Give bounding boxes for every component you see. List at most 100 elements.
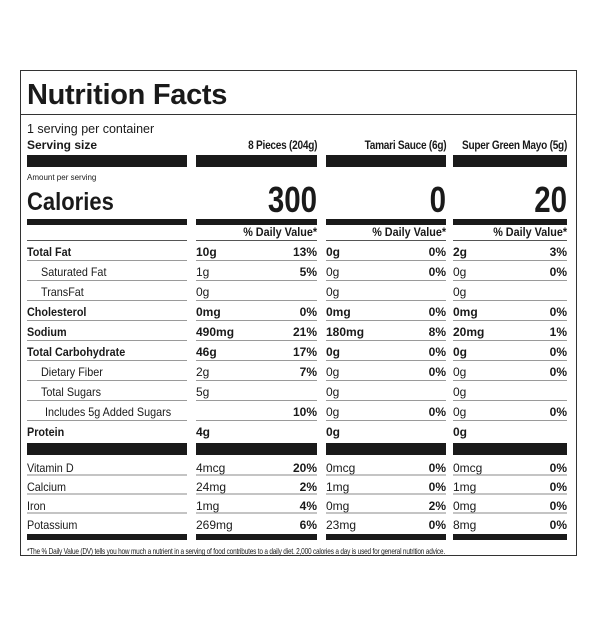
daily-value-percent: 21% — [292, 325, 317, 339]
nutrient-cell: 2g 7% — [196, 361, 317, 381]
nutrient-cell: 0g 0% — [326, 361, 446, 381]
nutrient-cell: 0g — [326, 381, 446, 401]
daily-value-percent: 0% — [549, 405, 567, 419]
nutrient-name: Sodium — [27, 325, 67, 339]
nutrient-label: Includes 5g Added Sugars — [27, 401, 187, 421]
daily-value-percent: 0% — [428, 365, 446, 379]
divider — [21, 114, 576, 115]
nutrient-cell: 4g — [196, 421, 317, 441]
nutrient-row: Saturated Fat 1g 5% 0g 0% 0g 0% — [27, 261, 567, 281]
nutrient-label: Dietary Fiber — [27, 361, 187, 381]
nutrient-amount: 24mg — [196, 480, 227, 494]
nutrient-cell: 0mg 0% — [453, 301, 567, 321]
nutrient-label: Potassium — [27, 514, 187, 533]
nutrient-row: Iron 1mg 4% 0mg 2% 0mg 0% — [27, 495, 567, 514]
nutrient-amount: 0mg — [196, 305, 221, 319]
nutrient-amount: 269mg — [196, 518, 233, 532]
nutrient-amount: 0g — [453, 425, 468, 439]
daily-value-percent: 0% — [428, 480, 446, 494]
daily-value-percent: 0% — [428, 245, 446, 259]
nutrient-name: Protein — [27, 425, 65, 439]
column-header-cell: Super Green Mayo (5g) — [453, 137, 567, 154]
nutrient-amount: 0g — [453, 385, 467, 399]
daily-value-percent: 0% — [428, 345, 446, 359]
nutrient-cell: 0g 0% — [326, 341, 446, 361]
daily-value-percent: 0% — [299, 305, 317, 319]
nutrient-amount: 8mg — [453, 518, 477, 532]
nutrient-label: Saturated Fat — [27, 261, 187, 281]
nutrient-cell: 0g — [453, 421, 567, 441]
nutrient-cell: 490mg 21% — [196, 321, 317, 341]
daily-value-percent: 17% — [292, 345, 317, 359]
nutrient-row: Cholesterol 0mg 0% 0mg 0% 0mg 0% — [27, 301, 567, 321]
daily-value-header-row: % Daily Value* % Daily Value* % Daily Va… — [27, 225, 567, 241]
nutrient-name: Total Sugars — [41, 385, 102, 399]
nutrient-cell: 0g 0% — [453, 401, 567, 421]
daily-value-percent: 13% — [292, 245, 317, 259]
amount-per-serving: Amount per serving — [27, 173, 97, 182]
thick-divider — [27, 155, 567, 167]
nutrient-cell: 0g 0% — [326, 401, 446, 421]
nutrient-amount: 1mg — [196, 499, 220, 513]
nutrient-name: Cholesterol — [27, 305, 87, 319]
nutrient-cell: 0mg 2% — [326, 495, 446, 514]
nutrient-label: Vitamin D — [27, 457, 187, 476]
thick-divider — [27, 443, 567, 455]
daily-value-percent: 0% — [428, 265, 446, 279]
nutrient-name: Vitamin D — [27, 461, 74, 475]
daily-value-percent: 0% — [549, 480, 567, 494]
nutrient-amount: 0mcg — [326, 461, 356, 475]
nutrient-cell: 0mg 0% — [196, 301, 317, 321]
nutrient-name: Potassium — [27, 518, 78, 532]
daily-value-percent: 0% — [549, 365, 567, 379]
nutrient-cell: 0g — [196, 281, 317, 301]
daily-value-percent: 0% — [428, 305, 446, 319]
nutrient-name: Dietary Fiber — [41, 365, 103, 379]
vitamin-list: Vitamin D 4mcg 20% 0mcg 0% 0mcg 0% Calcium 24mg 2… — [27, 457, 567, 533]
nutrient-amount: 0mcg — [453, 461, 483, 475]
nutrient-label: Iron — [27, 495, 187, 514]
nutrient-cell: 0mg 0% — [326, 301, 446, 321]
nutrient-cell: 0mg 0% — [453, 495, 567, 514]
nutrient-amount: 0mg — [326, 499, 350, 513]
nutrient-name: Includes 5g Added Sugars — [45, 405, 172, 419]
nutrient-cell: 1mg 0% — [326, 476, 446, 495]
daily-value-percent: 7% — [299, 365, 317, 379]
footnote-row: *The % Daily Value (DV) tells you how mu… — [27, 546, 565, 555]
calories-value: 20 — [534, 179, 567, 220]
nutrient-name: Calcium — [27, 480, 67, 494]
nutrient-amount: 490mg — [196, 325, 235, 339]
nutrient-amount: 20mg — [453, 325, 485, 339]
daily-value-header: % Daily Value* — [243, 225, 317, 239]
nutrient-cell: 0g 0% — [453, 341, 567, 361]
nutrient-amount: 0g — [453, 265, 467, 279]
nutrient-amount: 0mg — [453, 499, 477, 513]
nutrient-amount: 2g — [453, 245, 468, 259]
nutrient-label: TransFat — [27, 281, 187, 301]
nutrient-cell: 23mg 0% — [326, 514, 446, 533]
column-header: 8 Pieces (204g) — [247, 138, 317, 152]
nutrient-amount: 4g — [196, 425, 211, 439]
daily-value-percent: 20% — [292, 461, 317, 475]
nutrient-name: Saturated Fat — [41, 265, 107, 279]
nutrient-amount: 0g — [326, 345, 341, 359]
medium-divider — [27, 534, 567, 540]
nutrient-cell: 46g 17% — [196, 341, 317, 361]
serving-size-row: Serving size 8 Pieces (204g) Tamari Sauc… — [27, 137, 567, 154]
daily-value-percent: 5% — [299, 265, 317, 279]
nutrient-cell: 0mcg 0% — [326, 457, 446, 476]
nutrient-cell: 0g — [453, 281, 567, 301]
nutrient-amount: 1mg — [326, 480, 350, 494]
nutrient-row: Protein 4g 0g 0g — [27, 421, 565, 441]
nutrient-amount: 0g — [453, 365, 467, 379]
nutrient-cell: 269mg 6% — [196, 514, 317, 533]
daily-value-header: % Daily Value* — [493, 225, 567, 239]
nutrient-cell: 8mg 0% — [453, 514, 567, 533]
nutrient-amount: 0mg — [453, 305, 478, 319]
nutrient-list: Total Fat 10g 13% 0g 0% 2g 3% Saturated Fat 1g 5%… — [27, 241, 567, 441]
nutrient-label: Cholesterol — [27, 301, 187, 321]
daily-value-percent: 10% — [292, 405, 317, 419]
column-header: Super Green Mayo (5g) — [461, 138, 567, 152]
serving-size-label: Serving size — [27, 138, 98, 152]
nutrient-name: Total Carbohydrate — [27, 345, 126, 359]
